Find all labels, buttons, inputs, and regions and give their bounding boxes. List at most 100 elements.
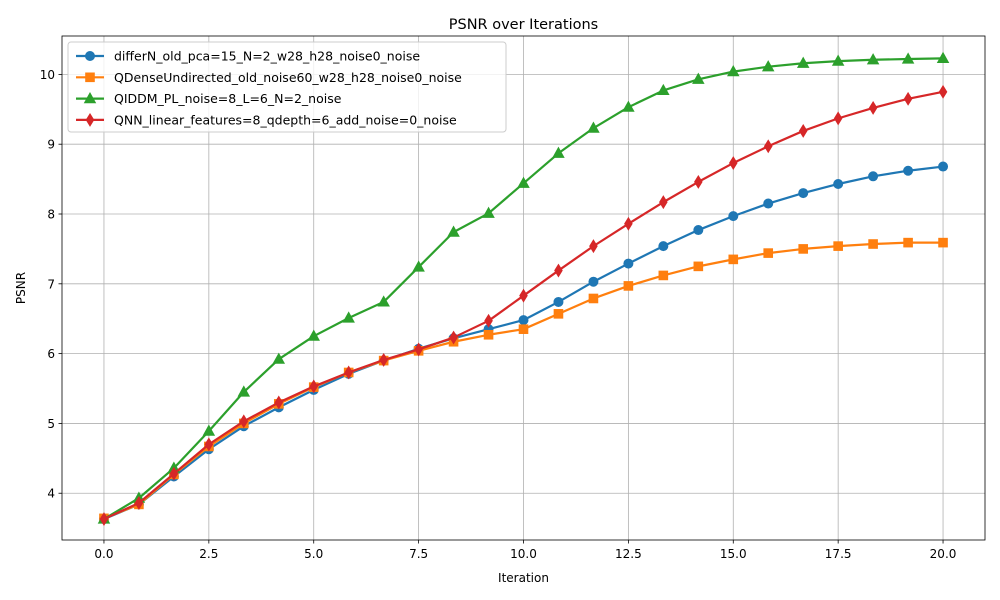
data-point [657,83,670,96]
y-tick-label: 7 [47,277,55,291]
data-point [587,121,600,133]
data-point [796,56,810,68]
data-point [868,239,878,249]
data-point [553,309,564,319]
data-point [693,225,704,236]
data-point [763,198,774,209]
data-point [798,188,809,199]
data-point [414,342,423,357]
data-point [518,315,529,326]
data-point [239,414,249,429]
data-point [866,53,880,65]
data-point [831,54,845,66]
data-point [588,293,599,304]
data-point [798,244,809,254]
data-point [833,178,844,189]
data-point [307,329,320,341]
y-tick-label: 4 [47,487,55,501]
data-point [868,100,878,115]
data-point [99,512,109,527]
legend-frame [67,41,507,133]
data-point [903,165,914,176]
y-tick-label: 6 [47,347,55,361]
x-tick-label: 0.0 [94,547,113,561]
data-point [379,352,388,367]
data-point [693,261,704,272]
data-point [728,254,739,265]
series-layer [97,51,950,527]
legend-label: QDenseUndirected_old_noise60_w28_h28_noi… [114,70,462,85]
data-point [272,352,286,364]
data-point [519,288,528,303]
legend-entry: QIDDM_PL_noise=8_L=6_N=2_noise [76,91,342,106]
data-point [552,146,565,158]
data-point [588,276,599,287]
y-tick-label: 10 [40,68,55,82]
y-tick-label: 8 [47,208,55,222]
data-point [658,270,669,281]
legend-entry: QDenseUndirected_old_noise60_w28_h28_noi… [76,70,462,85]
legend-entry: QNN_linear_features=8_qdepth=6_add_noise… [76,112,457,127]
data-point [449,330,458,345]
data-point [763,139,773,154]
data-point [936,51,950,63]
data-point [623,258,634,269]
x-tick-label: 7.5 [409,547,428,561]
data-point [237,385,251,397]
data-point [694,174,703,189]
data-point [484,313,493,328]
data-point [624,216,633,231]
data-point [763,248,774,258]
data-point [274,395,284,410]
y-tick-label: 5 [47,417,55,431]
legend-label: differN_old_pca=15_N=2_w28_h28_noise0_no… [114,49,420,64]
legend-marker [83,91,97,104]
data-point [938,84,948,99]
data-point [868,171,879,182]
data-point [938,237,948,248]
y-tick-label: 9 [47,138,55,152]
data-point [134,496,144,510]
x-tick-label: 12.5 [615,547,642,561]
data-point [204,437,214,452]
data-point [658,241,669,252]
x-axis-title: Iteration [498,571,549,585]
chart-title: PSNR over Iterations [449,17,598,33]
data-point [554,263,563,278]
legend-entry: differN_old_pca=15_N=2_w28_h28_noise0_no… [76,49,420,64]
x-tick-label: 2.5 [199,547,218,561]
data-point [938,161,949,172]
x-tick-label: 10.0 [510,547,537,561]
data-point [727,64,740,77]
data-point [798,123,808,138]
data-point [728,211,739,222]
y-axis-title: PSNR [14,272,28,304]
data-point [553,296,564,307]
legend: differN_old_pca=15_N=2_w28_h28_noise0_no… [67,41,507,133]
legend-label: QNN_linear_features=8_qdepth=6_add_noise… [114,112,457,127]
data-point [482,206,495,218]
x-tick-label: 17.5 [825,547,852,561]
legend-marker [85,112,95,127]
x-tick-label: 15.0 [720,547,747,561]
data-point [344,365,353,380]
data-point [377,295,390,307]
legend-marker [85,51,95,61]
x-tick-label: 20.0 [930,547,957,561]
data-point [833,111,843,126]
data-point [202,424,216,436]
data-point [903,91,913,106]
data-point [903,237,913,248]
data-point [169,466,179,481]
data-point [728,156,738,170]
data-point [901,52,915,64]
x-tick-label: 5.0 [304,547,323,561]
data-point [623,281,634,291]
data-point [483,329,494,340]
data-point [761,60,775,72]
data-point [309,379,319,394]
data-point [342,311,355,323]
legend-marker [85,72,95,83]
data-point [692,72,705,84]
